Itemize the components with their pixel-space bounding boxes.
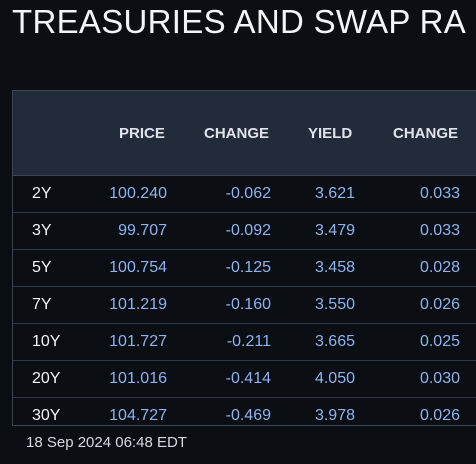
yield-change-cell: 0.025 bbox=[419, 333, 460, 350]
yield-cell: 3.479 bbox=[314, 222, 355, 239]
treasuries-table: PRICE CHANGE YIELD CHANGE 2Y 100.240 -0.… bbox=[12, 90, 476, 426]
yield-cell: 4.050 bbox=[314, 370, 355, 387]
yield-change-cell: 0.030 bbox=[419, 370, 460, 387]
yield-change-cell: 0.033 bbox=[419, 222, 460, 239]
yield-change-cell: 0.033 bbox=[419, 185, 460, 202]
header-yield[interactable]: YIELD bbox=[308, 125, 353, 142]
tenor-cell: 2Y bbox=[32, 185, 52, 202]
price-change-cell: -0.211 bbox=[226, 333, 271, 350]
tenor-cell: 7Y bbox=[32, 296, 52, 313]
tenor-cell: 5Y bbox=[32, 259, 52, 276]
table-header: PRICE CHANGE YIELD CHANGE bbox=[13, 91, 476, 176]
yield-cell: 3.665 bbox=[314, 333, 355, 350]
tenor-cell: 20Y bbox=[32, 370, 61, 387]
table-row: 3Y 99.707 -0.092 3.479 0.033 bbox=[13, 213, 476, 250]
yield-cell: 3.458 bbox=[314, 259, 355, 276]
table-row: 10Y 101.727 -0.211 3.665 0.025 bbox=[13, 324, 476, 361]
price-cell: 104.727 bbox=[109, 407, 167, 424]
price-cell: 101.219 bbox=[109, 296, 167, 313]
price-cell: 101.727 bbox=[109, 333, 167, 350]
price-cell: 101.016 bbox=[109, 370, 167, 387]
yield-change-cell: 0.026 bbox=[419, 296, 460, 313]
tenor-cell: 3Y bbox=[32, 222, 52, 239]
yield-change-cell: 0.028 bbox=[419, 259, 460, 276]
price-change-cell: -0.092 bbox=[225, 222, 271, 239]
table-row: 7Y 101.219 -0.160 3.550 0.026 bbox=[13, 287, 476, 324]
tenor-cell: 10Y bbox=[32, 333, 61, 350]
price-change-cell: -0.062 bbox=[225, 185, 271, 202]
yield-change-cell: 0.026 bbox=[419, 407, 460, 424]
price-change-cell: -0.469 bbox=[225, 407, 271, 424]
yield-cell: 3.978 bbox=[314, 407, 355, 424]
header-price[interactable]: PRICE bbox=[119, 125, 165, 142]
price-change-cell: -0.125 bbox=[225, 259, 271, 276]
table-row: 5Y 100.754 -0.125 3.458 0.028 bbox=[13, 250, 476, 287]
price-change-cell: -0.160 bbox=[225, 296, 271, 313]
header-price-change[interactable]: CHANGE bbox=[204, 125, 270, 142]
header-yield-change[interactable]: CHANGE bbox=[393, 125, 459, 142]
table-row: 30Y 104.727 -0.469 3.978 0.026 bbox=[13, 398, 476, 434]
table-row: 20Y 101.016 -0.414 4.050 0.030 bbox=[13, 361, 476, 398]
yield-cell: 3.621 bbox=[314, 185, 355, 202]
price-cell: 99.707 bbox=[118, 222, 167, 239]
price-change-cell: -0.414 bbox=[225, 370, 271, 387]
last-updated-timestamp: 18 Sep 2024 06:48 EDT bbox=[26, 434, 187, 451]
table-row: 2Y 100.240 -0.062 3.621 0.033 bbox=[13, 176, 476, 213]
yield-cell: 3.550 bbox=[314, 296, 355, 313]
price-cell: 100.240 bbox=[109, 185, 167, 202]
tenor-cell: 30Y bbox=[32, 407, 61, 424]
page-title: TREASURIES AND SWAP RA bbox=[12, 3, 467, 40]
price-cell: 100.754 bbox=[109, 259, 167, 276]
